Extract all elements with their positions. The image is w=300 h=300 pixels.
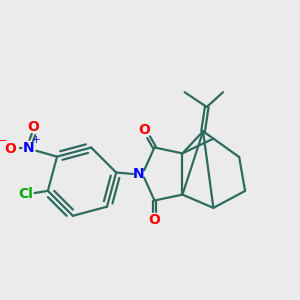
Text: O: O (28, 120, 39, 134)
Text: N: N (23, 141, 35, 155)
Text: −: − (0, 136, 7, 146)
Text: O: O (138, 123, 150, 137)
Text: +: + (32, 136, 41, 146)
Text: O: O (148, 213, 160, 227)
Text: N: N (133, 167, 144, 181)
Text: Cl: Cl (18, 187, 33, 201)
Text: O: O (4, 142, 16, 156)
